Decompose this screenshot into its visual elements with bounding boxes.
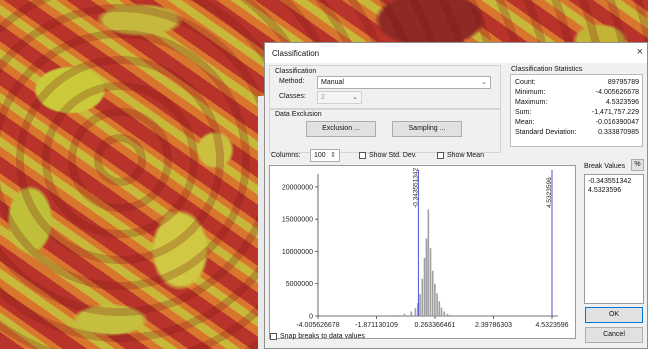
stat-key: Count: xyxy=(515,79,536,86)
method-label: Method: xyxy=(279,78,305,85)
break-values-list[interactable]: -0.343551342 4.5323596 xyxy=(584,174,644,304)
chevron-down-icon: ⌄ xyxy=(481,79,487,86)
percent-button[interactable]: % xyxy=(631,159,644,171)
snap-breaks-checkbox[interactable] xyxy=(270,333,277,340)
close-icon[interactable]: × xyxy=(636,46,643,58)
columns-value: 100 xyxy=(314,152,326,159)
stat-row-sum: Sum: -1,471,757.229 xyxy=(515,109,639,118)
dialog-titlebar: Classification × xyxy=(265,43,647,63)
histogram-bar xyxy=(410,311,413,316)
method-dropdown[interactable]: Manual ⌄ xyxy=(317,76,491,89)
sampling-button[interactable]: Sampling ... xyxy=(392,121,462,137)
histogram-bar xyxy=(440,307,443,316)
histogram-bar xyxy=(434,283,436,316)
stat-value: 0.333870985 xyxy=(598,129,639,136)
histogram-bar xyxy=(421,278,424,316)
stat-key: Standard Deviation: xyxy=(515,129,577,136)
stat-value: 4.5323596 xyxy=(605,99,639,106)
stat-row-minimum: Minimum: -4.005626678 xyxy=(515,89,639,98)
x-tick-label: -4.005626678 xyxy=(296,322,339,329)
stat-value: -0.016390047 xyxy=(595,119,639,126)
show-std-dev-checkbox[interactable] xyxy=(359,152,366,159)
ok-button[interactable]: OK xyxy=(585,307,643,323)
histogram-bar xyxy=(450,315,452,316)
stat-row-mean: Mean: -0.016390047 xyxy=(515,119,639,128)
x-tick-label: 2.39786303 xyxy=(475,322,512,329)
y-tick-label: 5000000 xyxy=(286,281,313,288)
show-mean-label: Show Mean xyxy=(447,152,484,159)
stat-key: Sum: xyxy=(515,109,532,116)
stat-value: 89795789 xyxy=(607,79,639,86)
data-exclusion-group: Data Exclusion Exclusion ... Sampling ..… xyxy=(269,109,501,153)
stat-row-count: Count: 89795789 xyxy=(515,79,639,88)
histogram-bar xyxy=(423,257,426,316)
break-line-label: 4.5323596 xyxy=(546,177,553,208)
show-mean-checkbox[interactable] xyxy=(437,152,444,159)
y-tick-label: 0 xyxy=(309,314,313,321)
x-tick-label: 0.263366461 xyxy=(415,322,456,329)
histogram-bar xyxy=(425,238,428,316)
columns-spinner[interactable]: 100 ⇕ xyxy=(310,149,340,162)
stat-value: -4.005626678 xyxy=(595,89,639,96)
x-tick-label: -1.871130109 xyxy=(355,322,398,329)
exclusion-button[interactable]: Exclusion ... xyxy=(306,121,376,137)
histogram-bar xyxy=(414,308,417,316)
histogram-bar xyxy=(438,301,441,316)
break-values-label: Break Values xyxy=(584,163,626,170)
classification-group: Classification Method: Manual ⌄ Classes:… xyxy=(269,65,501,109)
histogram-bar xyxy=(443,311,446,316)
stat-key: Maximum: xyxy=(515,99,548,106)
x-tick-label: 4.5323596 xyxy=(535,322,568,329)
classes-dropdown[interactable]: 2 ⌄ xyxy=(317,91,362,104)
y-tick-label: 20000000 xyxy=(282,184,313,191)
stat-row-maximum: Maximum: 4.5323596 xyxy=(515,99,639,108)
stat-row-std-dev: Standard Deviation: 0.333870985 xyxy=(515,129,639,138)
histogram-bar xyxy=(427,209,430,316)
cancel-button[interactable]: Cancel xyxy=(585,327,643,343)
break-value-item[interactable]: -0.343551342 xyxy=(588,178,632,185)
spinner-arrows-icon[interactable]: ⇕ xyxy=(330,152,336,159)
histogram-bar xyxy=(431,270,434,316)
classification-dialog: Classification × Classification Method: … xyxy=(264,42,648,349)
classes-label: Classes: xyxy=(279,93,306,100)
chevron-down-icon: ⌄ xyxy=(352,94,358,101)
method-value: Manual xyxy=(321,79,344,86)
stats-group-label: Classification Statistics xyxy=(511,66,583,73)
show-std-dev-label: Show Std. Dev. xyxy=(369,152,417,159)
histogram-svg: 20000000 15000000 10000000 5000000 0-4.00562… xyxy=(282,167,569,329)
histogram-bar xyxy=(429,248,432,316)
snap-breaks-label: Snap breaks to data values xyxy=(280,333,365,340)
histogram-bar xyxy=(396,315,399,316)
break-value-item[interactable]: 4.5323596 xyxy=(588,187,622,194)
classification-statistics-panel: Count: 89795789 Minimum: -4.005626678 Ma… xyxy=(510,74,643,147)
y-tick-label: 15000000 xyxy=(282,217,313,224)
break-line-label: -0.343551342 xyxy=(412,167,419,208)
dialog-title: Classification xyxy=(272,49,320,58)
histogram-bar xyxy=(446,313,449,316)
stat-value: -1,471,757.229 xyxy=(591,109,639,116)
stat-key: Minimum: xyxy=(515,89,546,96)
classes-value: 2 xyxy=(321,94,325,101)
classification-group-label: Classification xyxy=(275,68,317,75)
columns-label: Columns: xyxy=(271,152,301,159)
histogram-bar xyxy=(419,294,421,316)
y-tick-label: 10000000 xyxy=(282,249,313,256)
histogram-bar xyxy=(417,303,419,316)
data-exclusion-label: Data Exclusion xyxy=(275,111,322,118)
stat-key: Mean: xyxy=(515,119,535,126)
histogram-bar xyxy=(403,313,406,316)
histogram-bar xyxy=(436,293,438,316)
histogram-chart[interactable]: 20000000 15000000 10000000 5000000 0 -4.00562… xyxy=(269,165,576,339)
